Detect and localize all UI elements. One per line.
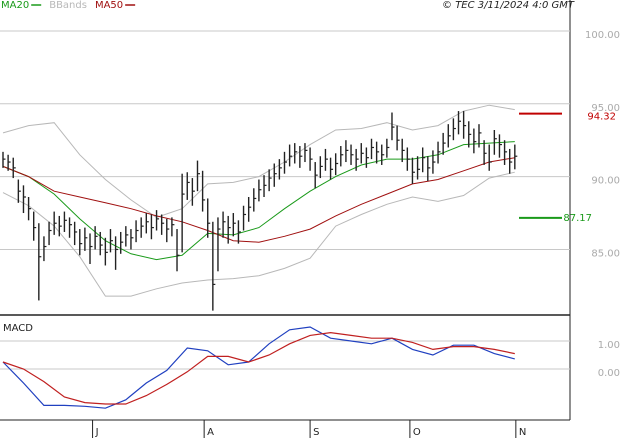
y-tick-label: 0.00 xyxy=(598,368,620,379)
legend-label: BBands xyxy=(49,0,87,11)
y-tick-label: 95.00 xyxy=(591,103,620,114)
price-marker-label: 94.32 xyxy=(587,112,616,123)
ma-line xyxy=(2,141,515,261)
x-tick-label: N xyxy=(519,427,526,438)
legend-label: MA20 xyxy=(1,0,29,11)
indicator-line xyxy=(2,326,515,409)
price-marker-label: 87.17 xyxy=(563,213,592,224)
y-tick-label: 100.00 xyxy=(585,30,620,41)
macd-title: MACD xyxy=(3,323,33,334)
y-tick-label: 85.00 xyxy=(591,248,620,259)
x-tick-label: J xyxy=(95,427,99,438)
x-tick-label: O xyxy=(413,427,421,438)
x-tick-label: S xyxy=(313,427,319,438)
y-tick-label: 90.00 xyxy=(591,176,620,187)
band-upper xyxy=(2,104,515,218)
ma-line xyxy=(2,157,515,243)
y-tick-label: 1.00 xyxy=(598,340,620,351)
indicator-line xyxy=(2,331,515,405)
legend-label: MA50 xyxy=(95,0,123,11)
caption: © TEC 3/11/2024 4:0 GMT xyxy=(442,0,575,11)
band-lower xyxy=(2,171,515,297)
x-tick-label: A xyxy=(207,427,214,438)
